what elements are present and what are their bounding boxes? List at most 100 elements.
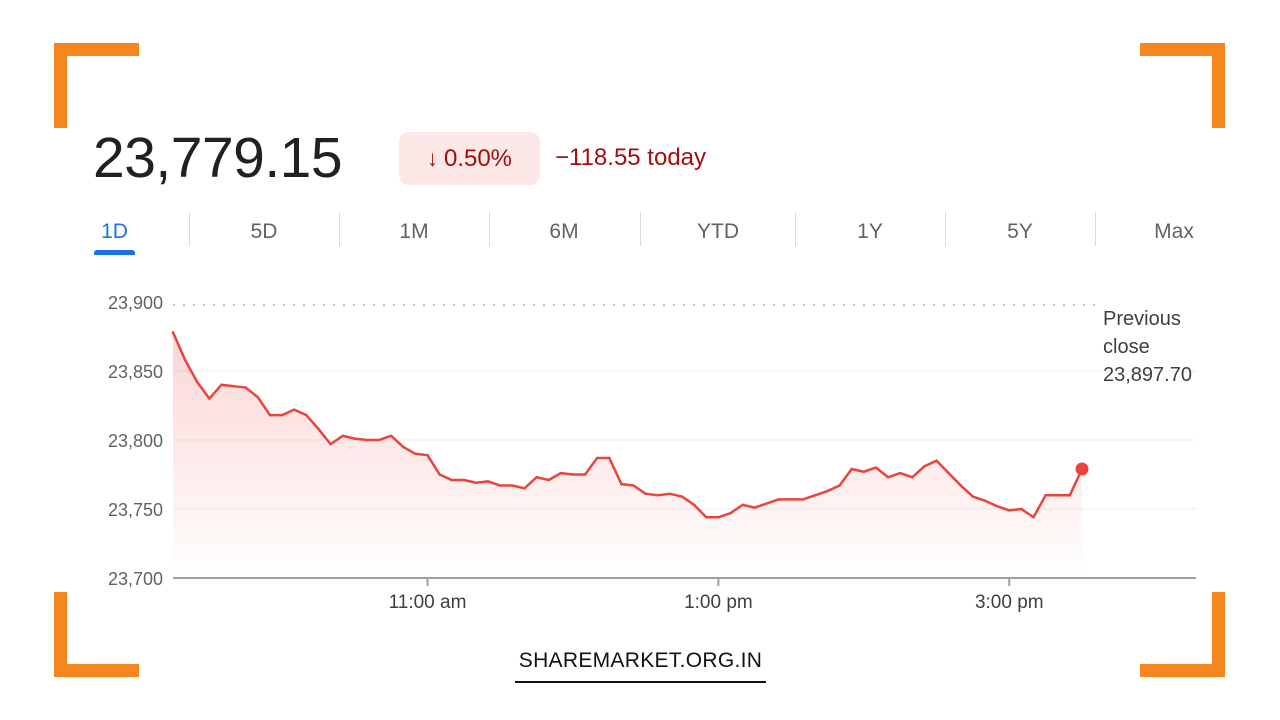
price-line-segment [874,466,890,479]
y-tick-label: 23,700 [108,569,163,589]
price-line-segment [656,492,672,497]
tab-ytd[interactable]: YTD [697,220,739,243]
price-line-segment [377,434,393,442]
time-range-tabs: 1D 5D 1M 6M YTD 1Y 5Y Max [0,212,1280,256]
tab-1d[interactable]: 1D [101,220,128,243]
arrow-down-icon: ↓ [426,145,438,171]
price-line-segment [692,503,708,519]
brand-watermark: SHAREMARKET.ORG.IN [518,649,763,672]
current-price: 23,779.15 [93,126,343,190]
price-line-segment [232,384,247,389]
price-line-segment [620,482,635,487]
price-line-segment [426,453,441,476]
price-line-segment [329,434,344,446]
last-price-marker[interactable] [1075,462,1089,476]
price-line-segment [935,459,950,475]
previous-close-label-line2: close [1103,336,1150,358]
price-line-segment [668,492,684,498]
price-line-segment [923,459,938,468]
tab-separator [945,212,946,246]
price-line-segment [753,502,769,509]
price-line-segment [898,471,914,479]
price-line-segment [838,467,853,487]
price-line-segment [801,493,817,501]
price-line-segment [583,456,599,476]
tab-5y[interactable]: 5Y [1007,220,1033,243]
price-line-segment [632,484,647,496]
price-line-segment [995,504,1011,512]
tab-separator [640,212,641,246]
x-tick-label: 11:00 am [389,592,467,613]
tab-separator [189,212,190,246]
tab-6m[interactable]: 6M [549,220,579,243]
price-line-segment [947,471,963,487]
price-line-segment [644,492,660,497]
price-area [173,332,1082,578]
tab-1y[interactable]: 1Y [857,220,883,243]
y-tick-label: 23,900 [108,293,163,313]
price-line-segment [414,452,429,457]
price-line-segment [474,480,490,485]
price-line-segment [547,471,563,482]
active-tab-indicator [94,250,135,255]
price-line-segment [341,434,357,440]
price-line-segment [911,464,926,479]
price-line-segment [353,437,369,442]
tab-5d[interactable]: 5D [250,220,278,243]
price-line-segment [535,476,550,482]
price-line-segment [886,471,902,479]
price-line-segment [983,499,999,508]
price-line-segment [305,413,320,431]
price-line-segment [402,445,417,456]
price-line-segment [826,484,841,493]
price-line-segment [971,495,987,502]
x-tick-label: 1:00 pm [684,592,753,613]
y-tick-label: 23,800 [108,431,163,451]
price-line-segment [511,484,526,490]
tab-max[interactable]: Max [1154,220,1194,243]
frame-corner-top-left [54,43,139,128]
price-line-segment [438,473,454,482]
price-line-segment [462,478,478,485]
price-line-segment [1020,507,1035,519]
price-line-segment [183,358,199,384]
price-line-segment [814,489,829,497]
frame-corner-bottom-left [54,592,139,677]
price-line-segment [244,386,260,399]
tab-separator [795,212,796,246]
tab-separator [489,212,490,246]
price-line-segment [280,408,296,417]
tab-separator [1095,212,1096,246]
price-line-segment [765,498,781,505]
x-tick-label: 3:00 pm [975,592,1044,613]
price-line-segment [292,408,308,417]
price-line-segment [729,503,744,515]
price-line-segment [1008,507,1023,512]
price-line-segment [559,471,575,476]
previous-close-value: 23,897.70 [1103,364,1192,386]
price-line-segment [389,434,405,449]
price-line-segment [523,476,538,490]
price-line-segment [486,480,502,487]
tab-1m[interactable]: 1M [399,220,429,243]
price-line-segment [317,427,332,446]
previous-close-label-line1: Previous [1103,308,1181,330]
price-line-segment [680,495,696,507]
price-line-segment [717,511,732,519]
price-line-segment [256,395,272,417]
brand-underline [515,681,766,683]
price-line-segment [959,484,975,498]
price-line-segment [608,456,623,486]
price-line-segment [862,466,878,473]
price-line-segment [208,383,223,400]
x-axis-labels: 11:00 am 1:00 pm 3:00 pm [389,592,1044,613]
frame-corner-top-right [1140,43,1225,128]
y-tick-label: 23,750 [108,500,163,520]
price-line-segment [220,383,235,388]
price-line-segment [1032,493,1047,519]
price-line-segment [741,503,757,509]
price-line-segment [195,380,211,400]
tab-separator [339,212,340,246]
change-today: −118.55 today [555,144,707,171]
